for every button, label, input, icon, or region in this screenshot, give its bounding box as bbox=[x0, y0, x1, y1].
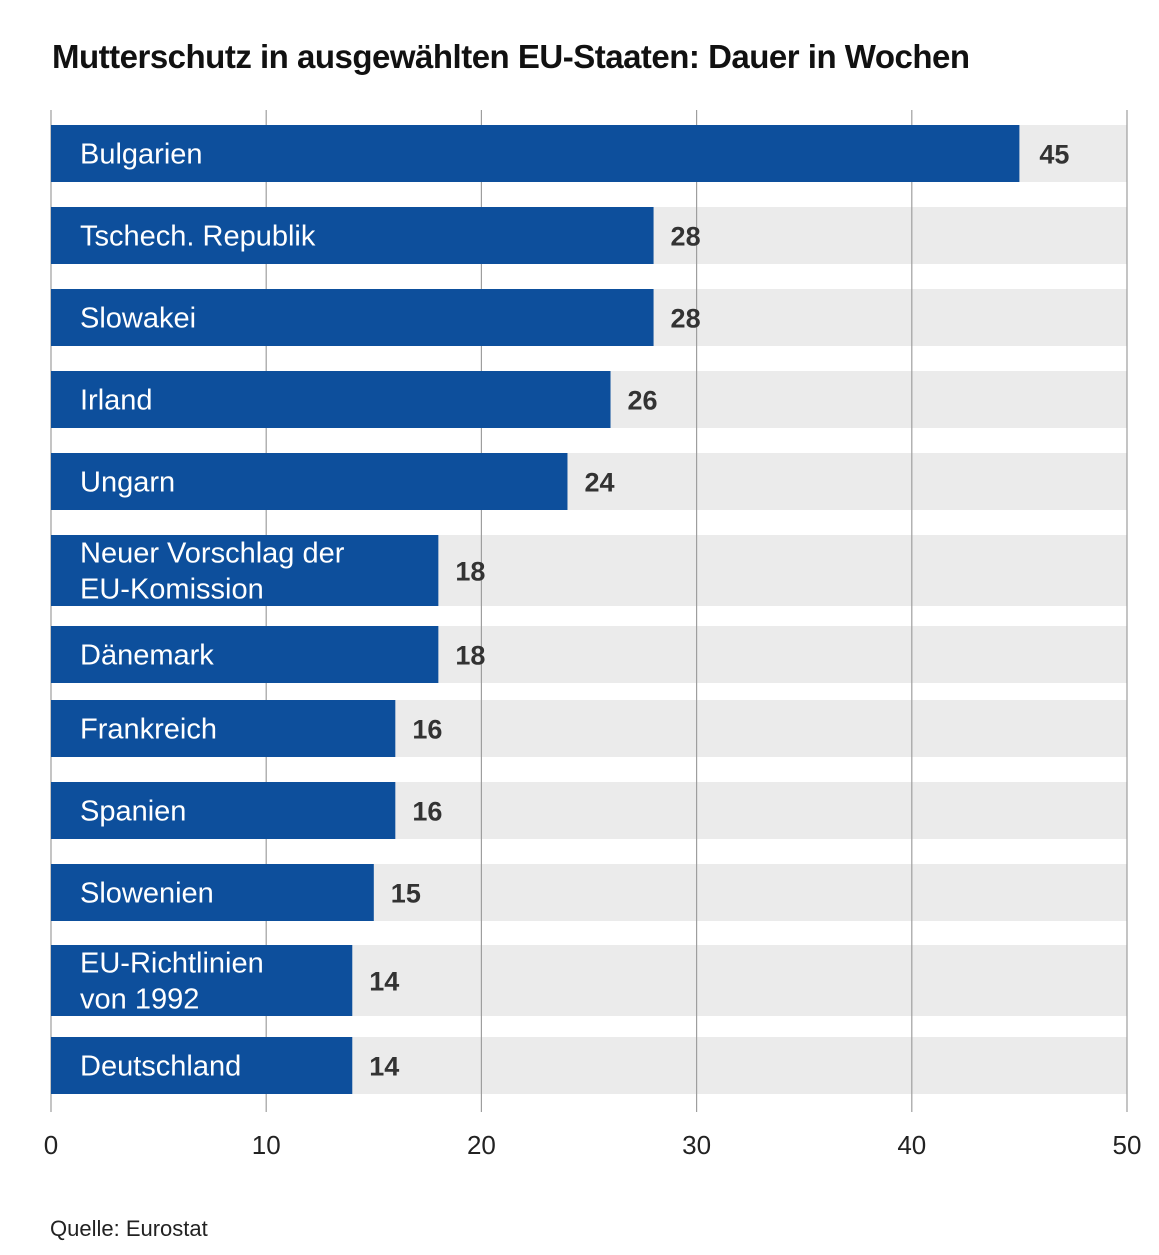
bars bbox=[51, 125, 1020, 1094]
bar bbox=[51, 1037, 353, 1094]
x-tick-label: 10 bbox=[252, 1130, 281, 1160]
bar bbox=[51, 864, 374, 921]
category-label: Deutschland bbox=[80, 1051, 241, 1083]
x-tick-label: 0 bbox=[44, 1130, 58, 1160]
category-label: von 1992 bbox=[80, 984, 199, 1016]
value-label: 28 bbox=[671, 304, 701, 334]
bar bbox=[51, 626, 439, 683]
value-labels: 45 28 28 26 24 18 18 16 16 15 14 14 bbox=[369, 140, 1069, 1082]
x-tick-label: 50 bbox=[1113, 1130, 1142, 1160]
bar bbox=[51, 700, 396, 757]
bar bbox=[51, 945, 353, 1016]
category-label: Slowakei bbox=[80, 303, 196, 335]
bar bbox=[51, 371, 611, 428]
bar bbox=[51, 535, 439, 606]
category-label: Slowenien bbox=[80, 878, 214, 910]
value-label: 18 bbox=[455, 641, 485, 671]
value-label: 18 bbox=[455, 557, 485, 587]
x-axis-ticks: 0 10 20 30 40 50 bbox=[44, 1130, 1142, 1160]
bar bbox=[51, 289, 654, 346]
category-label: Dänemark bbox=[80, 640, 214, 672]
value-label: 26 bbox=[628, 386, 658, 416]
category-label: Frankreich bbox=[80, 714, 217, 746]
value-label: 45 bbox=[1039, 140, 1069, 170]
category-label: Bulgarien bbox=[80, 139, 203, 171]
category-label: EU-Richtlinien bbox=[80, 948, 264, 980]
x-tick-label: 30 bbox=[682, 1130, 711, 1160]
category-label: Irland bbox=[80, 385, 153, 417]
bar bbox=[51, 782, 396, 839]
bar-chart: Bulgarien Tschech. Republik Slowakei Irland… bbox=[44, 110, 1142, 1160]
source-note: Quelle: Eurostat bbox=[50, 1216, 208, 1241]
value-label: 14 bbox=[369, 967, 399, 997]
category-label: Tschech. Republik bbox=[80, 221, 316, 253]
bar bbox=[51, 207, 654, 264]
category-label: Ungarn bbox=[80, 467, 175, 499]
value-label: 28 bbox=[671, 222, 701, 252]
bar-labels: Bulgarien Tschech. Republik Slowakei Irland… bbox=[80, 139, 345, 1083]
value-label: 14 bbox=[369, 1052, 399, 1082]
bar bbox=[51, 125, 1020, 182]
category-label: EU-Komission bbox=[80, 574, 264, 606]
bar bbox=[51, 453, 568, 510]
x-tick-label: 20 bbox=[467, 1130, 496, 1160]
category-label: Neuer Vorschlag der bbox=[80, 538, 345, 570]
value-label: 24 bbox=[584, 468, 614, 498]
x-tick-label: 40 bbox=[897, 1130, 926, 1160]
value-label: 15 bbox=[391, 879, 421, 909]
chart-title: Mutterschutz in ausgewählten EU-Staaten:… bbox=[52, 38, 970, 75]
category-label: Spanien bbox=[80, 796, 186, 828]
value-label: 16 bbox=[412, 797, 442, 827]
value-label: 16 bbox=[412, 715, 442, 745]
